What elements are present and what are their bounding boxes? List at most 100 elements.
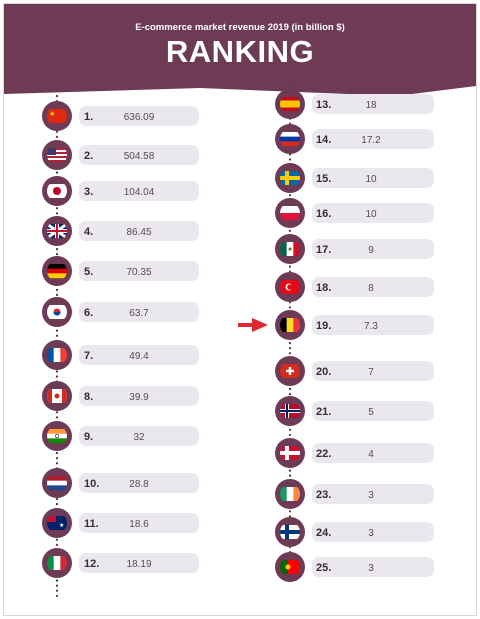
rank-label: 15. (316, 173, 331, 185)
svg-text:★: ★ (49, 110, 55, 118)
revenue-value: 3 (368, 563, 374, 574)
ranking-row: 10. 28.8 (42, 468, 199, 498)
ranking-row: 4. 86.45 (42, 216, 199, 246)
ranking-row: 2. 504.58 (42, 140, 199, 170)
mexico-flag-icon (280, 242, 300, 256)
value-pill (79, 261, 199, 281)
revenue-value: 18 (365, 100, 377, 111)
revenue-value: 39.9 (129, 392, 149, 403)
rank-label: 3. (84, 186, 93, 198)
ranking-row: 21. 5 (275, 396, 434, 426)
chart-title: RANKING (165, 34, 315, 69)
value-pill (79, 345, 199, 365)
ranking-row: ★ 1. 636.09 (42, 101, 199, 131)
svg-text:★: ★ (59, 522, 64, 529)
header-banner (4, 4, 476, 96)
russia-flag-icon (280, 132, 300, 147)
value-pill (312, 361, 434, 381)
rank-label: 8. (84, 391, 93, 403)
ranking-row: 15. 10 (275, 163, 434, 193)
india-flag-icon (47, 429, 67, 444)
ranking-row: 24. 3 (275, 517, 434, 547)
japan-flag-icon (47, 184, 67, 198)
switzerland-flag-icon (280, 364, 300, 378)
rank-label: 13. (316, 99, 331, 111)
value-pill (312, 484, 434, 504)
revenue-value: 70.35 (126, 267, 151, 278)
revenue-value: 504.58 (124, 151, 155, 162)
value-pill (312, 315, 434, 335)
rank-label: 2. (84, 150, 93, 162)
value-pill (312, 522, 434, 542)
revenue-value: 10 (365, 174, 377, 185)
ranking-row: 25. 3 (275, 552, 434, 582)
rank-label: 10. (84, 478, 99, 490)
ranking-row: 8. 39.9 (42, 381, 199, 411)
germany-flag-icon (47, 264, 67, 279)
rank-label: 1. (84, 111, 93, 123)
rank-label: 12. (84, 558, 99, 570)
netherlands-flag-icon (47, 476, 67, 491)
rank-label: 11. (84, 518, 99, 530)
poland-flag-icon (280, 206, 300, 221)
ranking-row: ★ 11. 18.6 (42, 508, 199, 538)
ranking-row: 22. 4 (275, 438, 434, 468)
denmark-flag-icon (280, 446, 300, 460)
value-pill (312, 94, 434, 114)
value-pill (79, 145, 199, 165)
finland-flag-icon (280, 525, 300, 539)
value-pill (312, 401, 434, 421)
value-pill (312, 168, 434, 188)
rank-label: 19. (316, 320, 331, 332)
value-pill (79, 221, 199, 241)
rank-label: 24. (316, 527, 331, 539)
value-pill (79, 106, 199, 126)
spain-flag-icon (280, 97, 300, 111)
value-pill (312, 557, 434, 577)
rank-label: 21. (316, 406, 331, 418)
value-pill (312, 277, 434, 297)
value-pill (312, 203, 434, 223)
revenue-value: 3 (368, 490, 374, 501)
value-pill (79, 302, 199, 322)
revenue-value: 4 (368, 449, 374, 460)
revenue-value: 104.04 (124, 187, 155, 198)
china-flag-icon: ★ (47, 109, 67, 123)
rank-label: 17. (316, 244, 331, 256)
ranking-row: 12. 18.19 (42, 548, 199, 578)
rank-label: 5. (84, 266, 93, 278)
revenue-value: 49.4 (129, 351, 149, 362)
ranking-row: 14. 17.2 (275, 124, 434, 154)
ranking-row: 17. 9 (275, 234, 434, 264)
revenue-value: 28.8 (129, 479, 149, 490)
revenue-value: 3 (368, 528, 374, 539)
turkey-flag-icon (280, 280, 300, 294)
rank-label: 9. (84, 431, 93, 443)
revenue-value: 32 (133, 432, 145, 443)
value-pill (79, 513, 199, 533)
norway-flag-icon (280, 404, 300, 418)
rank-label: 6. (84, 307, 93, 319)
rank-label: 25. (316, 562, 331, 574)
page-frame (3, 3, 477, 616)
uk-flag-icon (47, 222, 67, 240)
revenue-value: 7.3 (364, 321, 378, 332)
rank-label: 18. (316, 282, 331, 294)
ranking-row: 9. 32 (42, 421, 199, 451)
red-arrow-icon (238, 318, 268, 332)
sweden-flag-icon (280, 171, 300, 185)
rank-label: 22. (316, 448, 331, 460)
ranking-row: 23. 3 (275, 479, 434, 509)
revenue-value: 18.19 (126, 559, 151, 570)
value-pill (79, 473, 199, 493)
value-pill (79, 386, 199, 406)
south-korea-flag-icon (47, 305, 67, 319)
ranking-row: 6. 63.7 (42, 297, 199, 327)
ranking-row: 13. 18 (275, 89, 434, 119)
revenue-value: 5 (368, 407, 374, 418)
ranking-row: 7. 49.4 (42, 340, 199, 370)
value-pill (79, 553, 199, 573)
revenue-value: 17.2 (361, 135, 381, 146)
france-flag-icon (47, 348, 67, 362)
